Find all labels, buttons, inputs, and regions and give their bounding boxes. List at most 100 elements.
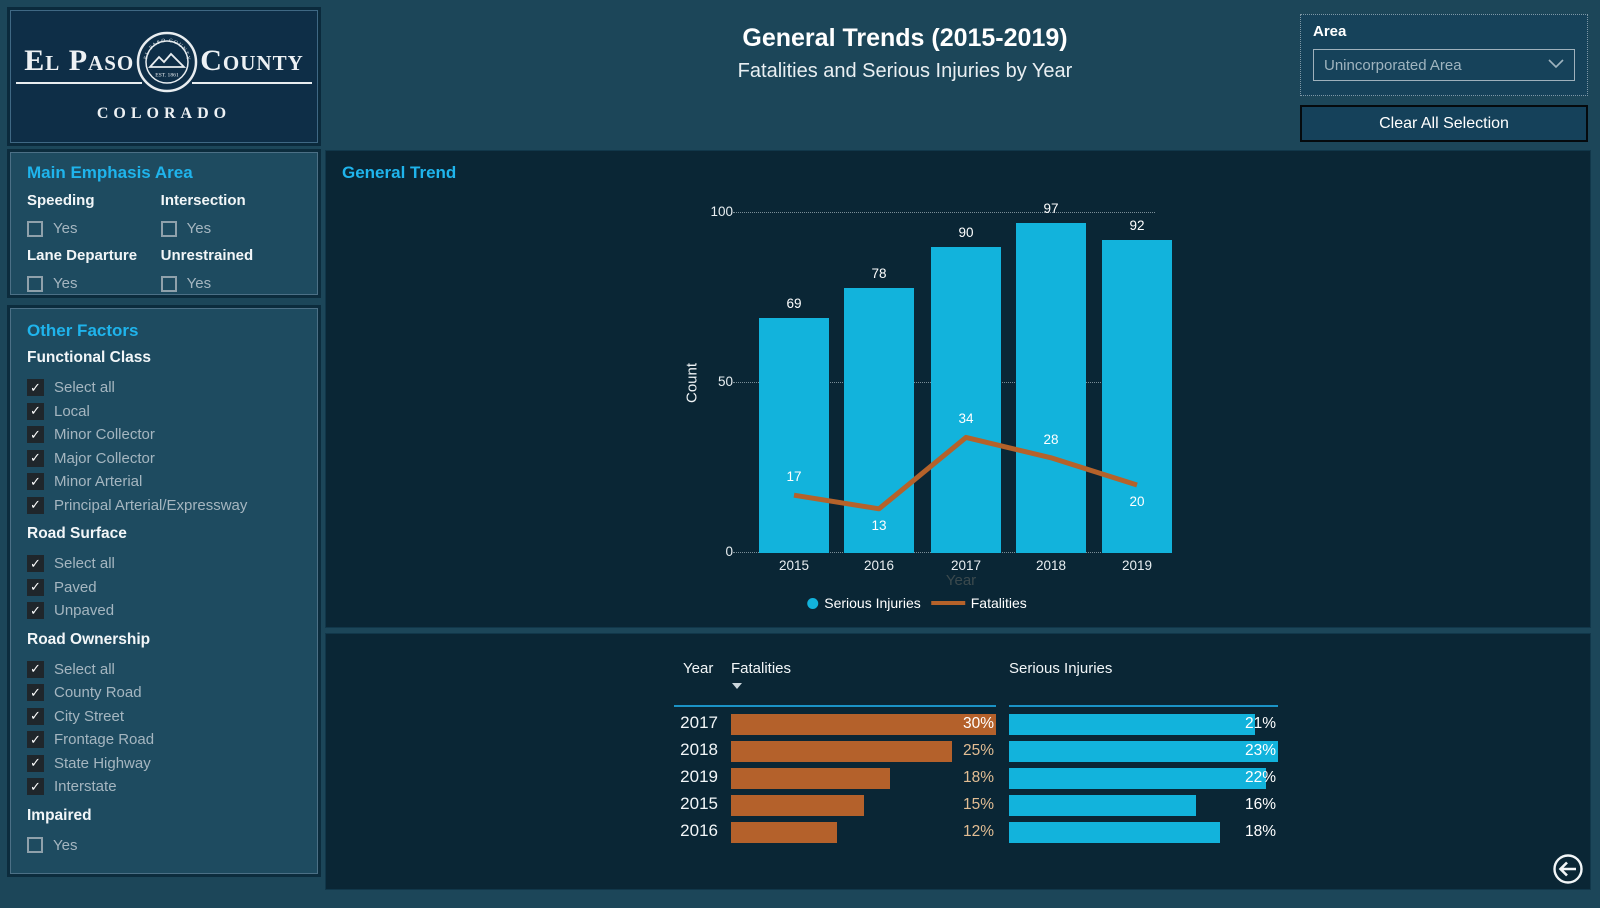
legend-item-fatalities[interactable]: Fatalities (930, 595, 1027, 611)
table-row-2017[interactable]: 2017 30% 21% (326, 711, 1590, 738)
chart-legend: Serious Injuries Fatalities (807, 595, 1027, 611)
checkbox-checked[interactable]: ✓ (27, 496, 44, 514)
checkbox-checked[interactable]: ✓ (27, 449, 44, 467)
checkbox-row-minor-collector[interactable]: ✓ Minor Collector (27, 423, 301, 447)
logo-name-left: El Paso (16, 44, 143, 84)
legend-item-serious-injuries[interactable]: Serious Injuries (807, 595, 921, 611)
county-logo: El Paso EL PASO COUNTY COLORADO EST. 186… (10, 10, 318, 143)
checkbox-label: Local (54, 402, 90, 420)
bar-value-label: 69 (786, 296, 802, 312)
checkbox-unchecked[interactable] (27, 220, 43, 237)
serious-injuries-databar (1009, 741, 1278, 762)
checkbox-row-major-collector[interactable]: ✓ Major Collector (27, 447, 301, 471)
checkbox-row-yes[interactable]: Yes (27, 217, 161, 240)
bar-2018[interactable] (1016, 223, 1086, 553)
factor-group-impaired: Impaired Yes (27, 807, 301, 858)
checkbox-unchecked[interactable] (160, 275, 177, 292)
checkbox-checked[interactable]: ✓ (27, 426, 44, 444)
checkbox-label: Unpaved (54, 602, 115, 620)
table-row-2015[interactable]: 2015 15% 16% (326, 792, 1590, 819)
back-button[interactable] (1552, 853, 1584, 885)
area-filter-panel: Area Unincorporated Area (1300, 14, 1588, 96)
column-header-fatalities[interactable]: Fatalities (731, 660, 792, 677)
emphasis-filter-intersection: Intersection Yes (160, 187, 301, 242)
y-tick-label: 50 (717, 374, 733, 389)
checkbox-label: Select all (54, 555, 115, 573)
area-dropdown[interactable]: Unincorporated Area (1313, 49, 1575, 81)
checkbox-row-local[interactable]: ✓ Local (27, 400, 301, 424)
area-filter-label: Area (1313, 23, 1347, 40)
serious-injuries-databar (1009, 768, 1267, 789)
checkbox-checked[interactable]: ✓ (27, 379, 44, 397)
checkbox-checked[interactable]: ✓ (27, 778, 44, 796)
checkbox-checked[interactable]: ✓ (27, 731, 44, 749)
checkbox-row-unpaved[interactable]: ✓ Unpaved (27, 599, 301, 623)
factor-group-road-surface: Road Surface ✓ Select all ✓ Paved ✓ Unpaved (27, 525, 301, 623)
checkbox-checked[interactable]: ✓ (27, 684, 44, 702)
fatalities-line-series[interactable] (739, 213, 1151, 553)
sort-descending-icon (732, 683, 742, 689)
checkbox-checked[interactable]: ✓ (27, 402, 44, 420)
checkbox-row-select-all[interactable]: ✓ Select all (27, 658, 301, 682)
checkbox-row-principal-arterial-expressway[interactable]: ✓ Principal Arterial/Expressway (27, 494, 301, 518)
checkbox-checked[interactable]: ✓ (27, 754, 44, 772)
emphasis-filter-unrestrained: Unrestrained Yes (160, 242, 301, 297)
checkbox-unchecked[interactable] (27, 275, 43, 292)
table-row-2018[interactable]: 2018 25% 23% (326, 738, 1590, 765)
table-row-2016[interactable]: 2016 12% 18% (326, 819, 1590, 846)
bar-2015[interactable] (759, 318, 829, 553)
checkbox-row-paved[interactable]: ✓ Paved (27, 576, 301, 600)
checkbox-checked[interactable]: ✓ (27, 473, 44, 491)
checkbox-row-select-all[interactable]: ✓ Select all (27, 376, 301, 400)
checkbox-checked[interactable]: ✓ (27, 602, 44, 620)
checkbox-unchecked[interactable] (27, 837, 43, 854)
x-tick-label-2019: 2019 (1121, 558, 1153, 573)
checkbox-row-county-road[interactable]: ✓ County Road (27, 681, 301, 705)
checkbox-label: State Highway (54, 754, 151, 772)
bar-value-label: 97 (1043, 201, 1059, 217)
checkbox-row-frontage-road[interactable]: ✓ Frontage Road (27, 728, 301, 752)
checkbox-row-state-highway[interactable]: ✓ State Highway (27, 752, 301, 776)
column-header-serious-injuries[interactable]: Serious Injuries (1009, 660, 1113, 677)
checkbox-row-interstate[interactable]: ✓ Interstate (27, 775, 301, 799)
checkbox-checked[interactable]: ✓ (27, 660, 44, 678)
checkbox-row-yes[interactable]: Yes (27, 272, 161, 295)
table-year-cell: 2019 (680, 767, 718, 786)
checkbox-label: Yes (186, 275, 212, 292)
checkbox-row-city-street[interactable]: ✓ City Street (27, 705, 301, 729)
bar-2017[interactable] (931, 247, 1001, 553)
line-value-label: 28 (1043, 431, 1059, 447)
factor-group-label: Functional Class (27, 349, 152, 366)
serious-injuries-value: 18% (1244, 823, 1276, 840)
checkbox-label: Principal Arterial/Expressway (54, 496, 248, 514)
main-emphasis-title: Main Emphasis Area (27, 163, 193, 182)
logo-name-right: County (192, 44, 312, 84)
serious-injuries-cell: 16% (1009, 795, 1278, 816)
x-tick-label-2018: 2018 (1035, 558, 1067, 573)
clear-all-selection-button[interactable]: Clear All Selection (1300, 105, 1588, 142)
checkbox-checked[interactable]: ✓ (27, 578, 44, 596)
checkbox-row-minor-arterial[interactable]: ✓ Minor Arterial (27, 470, 301, 494)
bar-2019[interactable] (1102, 240, 1172, 553)
checkbox-row-select-all[interactable]: ✓ Select all (27, 552, 301, 576)
checkbox-row-yes[interactable]: Yes (160, 217, 301, 240)
emphasis-filter-speeding: Speeding Yes (27, 187, 161, 242)
checkbox-checked[interactable]: ✓ (27, 555, 44, 573)
bar-value-label: 92 (1129, 218, 1145, 234)
factor-group-label: Road Surface (27, 525, 127, 542)
checkbox-checked[interactable]: ✓ (27, 707, 44, 725)
other-factors-groups: Functional Class ✓ Select all ✓ Local ✓ Minor … (27, 349, 301, 857)
fatalities-value: 12% (962, 823, 994, 840)
county-seal-icon: EL PASO COUNTY COLORADO EST. 1861 (134, 27, 198, 98)
fatalities-cell: 30% (731, 714, 996, 735)
checkbox-row-yes[interactable]: Yes (27, 834, 301, 858)
checkbox-row-yes[interactable]: Yes (160, 272, 301, 295)
checkbox-unchecked[interactable] (160, 220, 177, 237)
bar-value-label: 78 (871, 265, 887, 281)
column-header-year[interactable]: Year (683, 660, 714, 677)
y-tick-label: 0 (725, 544, 733, 559)
line-value-label: 20 (1129, 494, 1145, 509)
chevron-down-icon (1548, 56, 1564, 74)
serious-injuries-databar (1009, 795, 1197, 816)
table-row-2019[interactable]: 2019 18% 22% (326, 765, 1590, 792)
